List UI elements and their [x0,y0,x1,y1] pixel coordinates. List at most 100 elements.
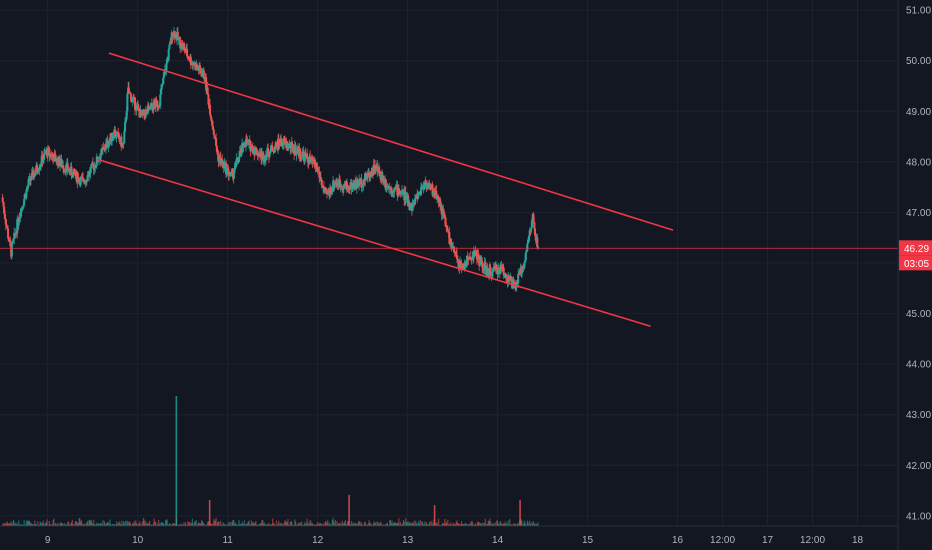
volume-bar [331,519,333,526]
candle-body [137,107,140,112]
volume-bar [230,521,232,526]
volume-bar [111,524,113,526]
candle-body [217,154,220,162]
candle-body [77,176,80,182]
candle-body [536,237,539,248]
volume-bar [204,524,206,526]
volume-bar [122,524,124,526]
candle-body [462,266,465,270]
volume-bar [199,523,201,526]
trend-line[interactable] [108,52,674,231]
candle-body [70,166,73,176]
volume-bar [461,523,463,526]
volume-bar [128,521,130,526]
candle-body [302,152,305,155]
volume-bar [536,524,538,526]
candle-body [133,96,136,98]
candle-body [290,141,293,144]
volume-bar [153,518,155,526]
candle-body [431,184,434,196]
volume-bar [86,521,89,526]
candle-body [290,141,293,149]
volume-bar [217,522,219,526]
drawings[interactable] [0,52,898,327]
volume-bar [440,524,442,526]
volume-bar [298,523,300,526]
volume-bar [520,519,522,526]
volume-bar [507,520,509,526]
candle-body [158,105,161,107]
volume-bar [34,520,36,526]
candle-body [26,185,29,188]
volume-bar [177,524,179,526]
volume-bar [94,524,96,526]
volume-bar [118,523,120,526]
candle-body [435,190,438,200]
candle-body [393,187,396,193]
volume-bar [103,521,106,526]
volume-bar [249,524,251,526]
volume-bar [224,524,226,526]
volume-bar [60,522,63,526]
volume-bar [281,524,283,526]
candle-body [156,100,159,107]
volume-bar [99,522,102,526]
candle-body [517,274,520,284]
volume-bar [140,523,142,526]
volume-bar [44,524,46,526]
volume-bar [91,523,93,526]
volume-bar [152,523,154,526]
volume-bar [107,522,109,526]
volume-bar [186,524,188,526]
volume-bar [43,524,45,526]
volume-bar [282,524,284,526]
y-tick-label: 51.00 [906,6,931,17]
x-tick-label: 18 [852,535,864,546]
candle-body [492,267,495,269]
volume-bar [335,524,337,526]
volume-bar [62,523,64,526]
candle-body [399,193,402,195]
trend-line[interactable] [96,158,651,327]
volume-bar [16,522,18,526]
candle-body [324,187,327,191]
candle-body [524,252,527,261]
volume-bar [321,523,323,526]
candle-body [475,250,478,254]
candle-body [490,275,493,277]
volume-bar [343,523,345,526]
candle-body [36,165,39,172]
volume-bar [18,524,21,526]
candle-body [530,220,533,228]
volume-bar [31,523,33,526]
volume-bar [116,521,118,526]
volume-bar [317,524,320,526]
volume-bar [480,523,482,526]
volume-bar [229,524,231,526]
volume-bar [78,517,80,526]
volume-bar [198,523,200,526]
volume-bar [32,524,34,526]
candle-body [238,152,241,157]
volume-bar [216,524,218,526]
candle-body [439,198,442,207]
candle-body [271,147,274,152]
candle-body [471,259,474,261]
candle-body [313,159,316,165]
candle-body [473,255,476,257]
volume-bar [371,524,373,526]
candle-body [338,179,341,187]
volume-bar [261,520,263,526]
volume-bar [515,524,517,526]
volume-bar [513,524,515,526]
volume-bar [473,524,476,526]
volume-bar [464,522,467,526]
y-tick-label: 41.00 [906,511,931,522]
volume-bar [226,524,229,526]
candle-body [53,153,56,155]
volume-bar [39,522,41,526]
volume-bar [132,523,135,526]
volume-bar [255,521,257,526]
volume-bar [28,520,30,526]
